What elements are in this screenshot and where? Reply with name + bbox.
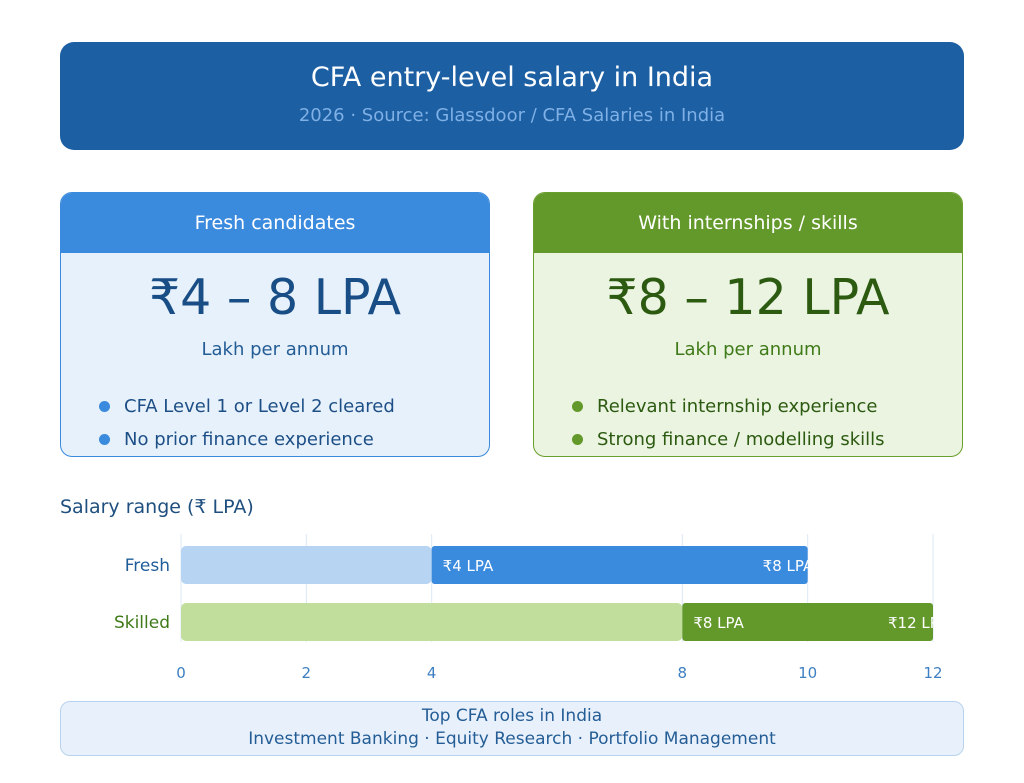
category-label: Skilled [114, 613, 170, 633]
x-tick-label: 4 [427, 664, 437, 682]
salary-range-value: ₹8 – 12 LPA [606, 269, 890, 326]
card-heading: Fresh candidates [61, 193, 489, 253]
range-bar [682, 603, 933, 641]
list-item: No prior finance experience [99, 423, 395, 456]
top-roles-box: Top CFA roles in India Investment Bankin… [60, 701, 964, 756]
criteria-text: Relevant internship experience [597, 396, 878, 417]
x-tick-label: 0 [176, 664, 186, 682]
top-roles-list: Investment Banking · Equity Research · P… [248, 729, 776, 749]
x-tick-label: 8 [678, 664, 688, 682]
range-high-label: ₹8 LPA [763, 557, 814, 575]
bullet-icon [99, 434, 110, 445]
criteria-text: CFA Level 1 or Level 2 cleared [124, 396, 395, 417]
page-subtitle: 2026 · Source: Glassdoor / CFA Salaries … [298, 105, 726, 126]
criteria-list: Relevant internship experience Strong fi… [572, 390, 885, 456]
bullet-icon [572, 401, 583, 412]
bullet-icon [99, 401, 110, 412]
page-title: CFA entry-level salary in India [310, 62, 714, 93]
range-low-label: ₹8 LPA [693, 614, 744, 632]
criteria-text: Strong finance / modelling skills [597, 429, 885, 450]
x-tick-label: 12 [923, 664, 942, 682]
criteria-text: No prior finance experience [124, 429, 374, 450]
range-base-bar [181, 546, 432, 584]
range-high-label: ₹12 LPA [888, 614, 949, 632]
fresh-candidates-card: Fresh candidates ₹4 – 8 LPA Lakh per ann… [60, 192, 490, 457]
list-item: Strong finance / modelling skills [572, 423, 885, 456]
range-base-bar [181, 603, 683, 641]
card-heading: With internships / skills [534, 193, 962, 253]
salary-range-chart: 0 2 4 8 10 12 Fresh ₹4 LPA ₹8 LPA Skilled ₹8 LPA ₹1… [114, 534, 949, 682]
salary-unit-label: Lakh per annum [674, 339, 822, 360]
bullet-icon [572, 434, 583, 445]
range-bar [431, 546, 808, 584]
range-low-label: ₹4 LPA [443, 557, 494, 575]
top-roles-heading: Top CFA roles in India [421, 706, 603, 726]
list-item: Relevant internship experience [572, 390, 885, 423]
x-tick-label: 10 [798, 664, 817, 682]
chart-title: Salary range (₹ LPA) [60, 496, 254, 518]
criteria-list: CFA Level 1 or Level 2 cleared No prior … [99, 390, 395, 456]
skilled-candidates-card: With internships / skills ₹8 – 12 LPA La… [533, 192, 963, 457]
salary-range-value: ₹4 – 8 LPA [149, 269, 401, 326]
salary-unit-label: Lakh per annum [201, 339, 349, 360]
header-banner: CFA entry-level salary in India 2026 · S… [60, 42, 964, 150]
x-tick-label: 2 [302, 664, 312, 682]
list-item: CFA Level 1 or Level 2 cleared [99, 390, 395, 423]
category-label: Fresh [125, 556, 170, 576]
